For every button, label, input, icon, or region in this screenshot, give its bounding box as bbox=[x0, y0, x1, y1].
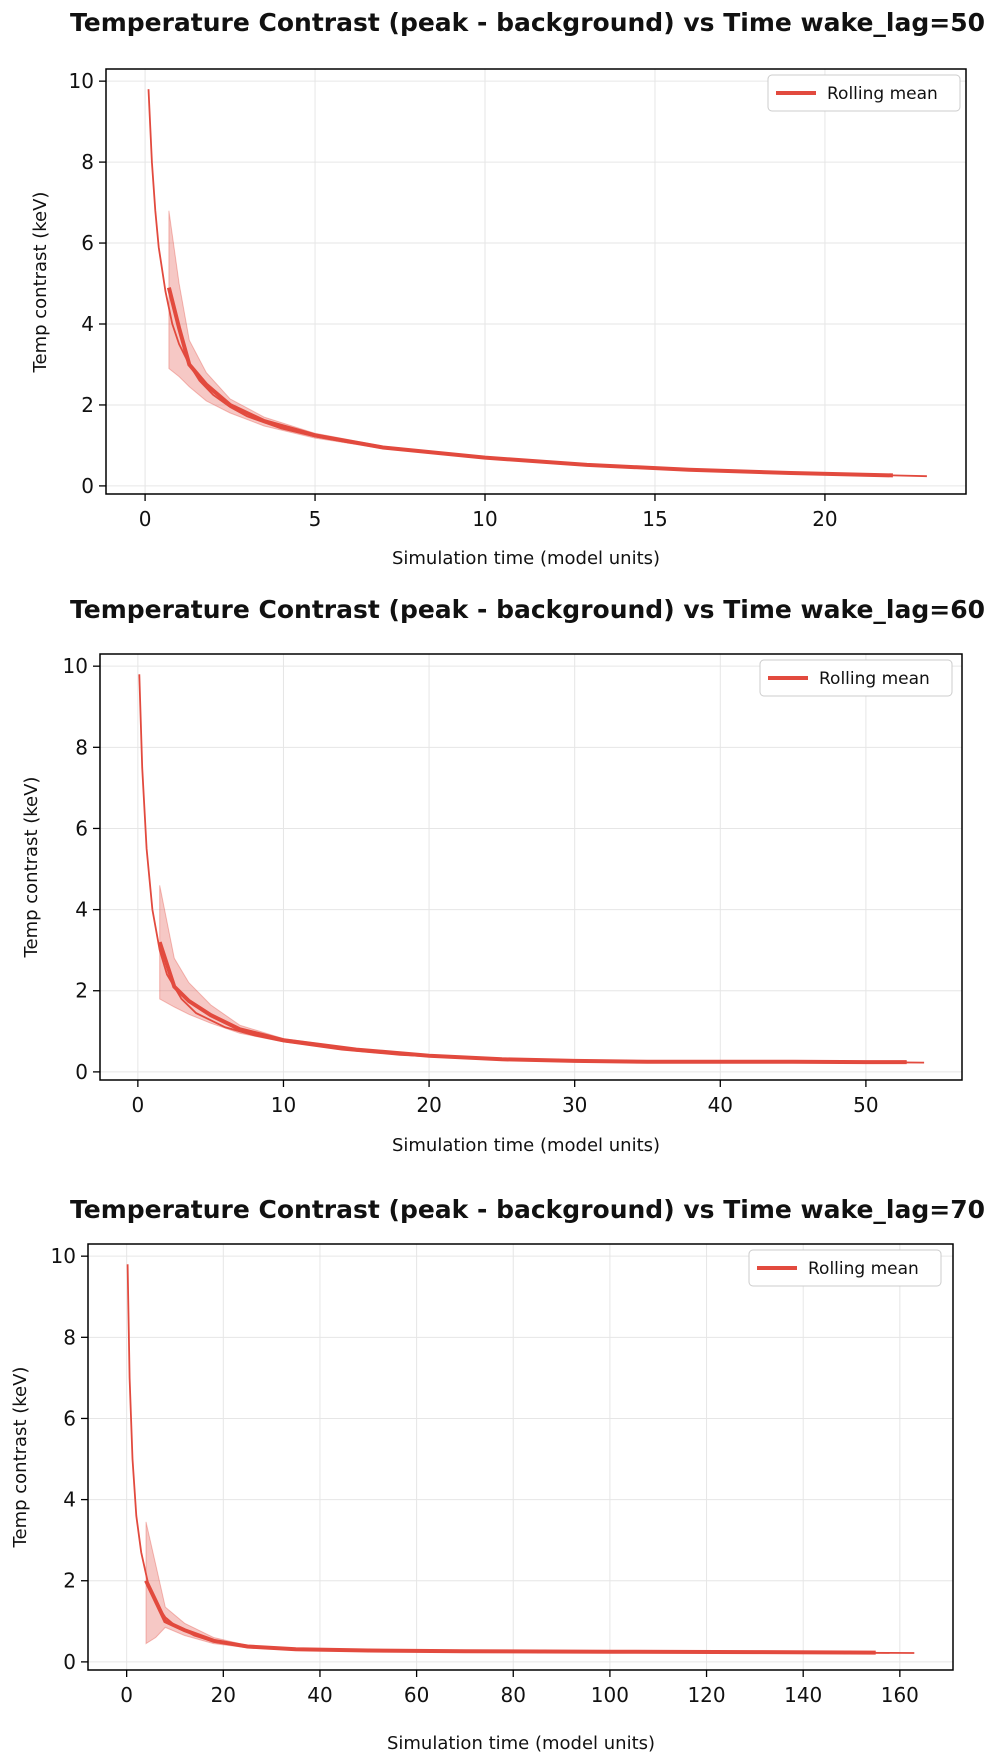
chart-panel-3: Temperature Contrast (peak - background)… bbox=[10, 1195, 987, 1754]
y-ticks: 0 2 4 6 8 10 bbox=[69, 69, 106, 498]
y-tick-label: 4 bbox=[63, 1488, 76, 1512]
rolling-mean-line bbox=[144, 1579, 876, 1655]
rolling-mean-line bbox=[157, 941, 907, 1065]
legend-label-rolling-mean: Rolling mean bbox=[827, 84, 938, 104]
x-ticks: 0 20 40 60 80 100 120 140 160 bbox=[120, 1670, 919, 1707]
x-tick-label: 5 bbox=[309, 507, 322, 531]
legend-box bbox=[759, 659, 953, 697]
y-ticks: 0 2 4 6 8 10 bbox=[51, 1244, 88, 1674]
plot-frame bbox=[105, 68, 967, 495]
y-tick-label: 4 bbox=[81, 312, 94, 336]
x-tick-label: 15 bbox=[642, 507, 667, 531]
y-tick-label: 2 bbox=[81, 393, 94, 417]
chart-panel-1: Temperature Contrast (peak - background)… bbox=[30, 8, 987, 569]
legend-label-rolling-mean: Rolling mean bbox=[808, 1259, 919, 1279]
x-tick-label: 10 bbox=[472, 507, 497, 531]
plot-area bbox=[100, 654, 962, 1080]
x-tick-label: 20 bbox=[416, 1093, 441, 1117]
chart-panel-2: Temperature Contrast (peak - background)… bbox=[21, 595, 987, 1156]
y-axis-label: Temp contrast (keV) bbox=[30, 192, 51, 374]
chart-title: Temperature Contrast (peak - background)… bbox=[70, 595, 987, 624]
x-tick-label: 20 bbox=[211, 1683, 236, 1707]
y-tick-label: 2 bbox=[75, 979, 88, 1003]
x-tick-label: 0 bbox=[131, 1093, 144, 1117]
plot-area bbox=[88, 1244, 953, 1670]
y-tick-label: 10 bbox=[69, 69, 94, 93]
y-axis-label: Temp contrast (keV) bbox=[10, 1367, 31, 1549]
y-axis-label: Temp contrast (keV) bbox=[21, 777, 42, 959]
x-tick-label: 0 bbox=[139, 507, 152, 531]
y-tick-label: 4 bbox=[75, 898, 88, 922]
y-tick-label: 10 bbox=[51, 1244, 76, 1268]
grid bbox=[88, 1244, 953, 1670]
legend: Rolling mean bbox=[748, 1249, 942, 1287]
x-tick-label: 30 bbox=[562, 1093, 587, 1117]
y-tick-label: 6 bbox=[75, 816, 88, 840]
y-ticks: 0 2 4 6 8 10 bbox=[63, 654, 100, 1084]
legend-label-rolling-mean: Rolling mean bbox=[819, 669, 930, 689]
x-tick-label: 40 bbox=[708, 1093, 733, 1117]
y-tick-label: 6 bbox=[81, 231, 94, 255]
y-tick-label: 8 bbox=[63, 1325, 76, 1349]
legend: Rolling mean bbox=[767, 74, 961, 112]
legend-box bbox=[767, 74, 961, 112]
grid bbox=[106, 69, 966, 494]
y-tick-label: 0 bbox=[63, 1650, 76, 1674]
x-tick-label: 40 bbox=[307, 1683, 332, 1707]
x-ticks: 0 5 10 15 20 bbox=[139, 494, 838, 531]
x-axis-label: Simulation time (model units) bbox=[392, 1135, 660, 1156]
x-tick-label: 60 bbox=[404, 1683, 429, 1707]
y-tick-label: 10 bbox=[63, 654, 88, 678]
x-ticks: 0 10 20 30 40 50 bbox=[131, 1080, 879, 1117]
chart-title: Temperature Contrast (peak - background)… bbox=[70, 8, 987, 37]
x-tick-label: 80 bbox=[501, 1683, 526, 1707]
x-tick-label: 160 bbox=[881, 1683, 919, 1707]
rolling-mean-line bbox=[166, 287, 893, 478]
x-tick-label: 0 bbox=[120, 1683, 133, 1707]
x-axis-label: Simulation time (model units) bbox=[392, 548, 660, 569]
y-tick-label: 0 bbox=[75, 1060, 88, 1084]
x-tick-label: 50 bbox=[853, 1093, 878, 1117]
legend: Rolling mean bbox=[759, 659, 953, 697]
plot-area bbox=[106, 69, 966, 494]
chart-title: Temperature Contrast (peak - background)… bbox=[70, 1195, 987, 1224]
x-axis-label: Simulation time (model units) bbox=[387, 1733, 655, 1754]
x-tick-label: 20 bbox=[812, 507, 837, 531]
y-tick-label: 8 bbox=[81, 150, 94, 174]
y-tick-label: 8 bbox=[75, 735, 88, 759]
y-tick-label: 6 bbox=[63, 1406, 76, 1430]
plot-frame bbox=[87, 1243, 954, 1671]
y-tick-label: 2 bbox=[63, 1569, 76, 1593]
x-tick-label: 120 bbox=[687, 1683, 725, 1707]
legend-box bbox=[748, 1249, 942, 1287]
x-tick-label: 10 bbox=[271, 1093, 296, 1117]
x-tick-label: 140 bbox=[784, 1683, 822, 1707]
x-tick-label: 100 bbox=[591, 1683, 629, 1707]
y-tick-label: 0 bbox=[81, 474, 94, 498]
plot-frame bbox=[99, 653, 963, 1081]
grid bbox=[100, 654, 962, 1080]
